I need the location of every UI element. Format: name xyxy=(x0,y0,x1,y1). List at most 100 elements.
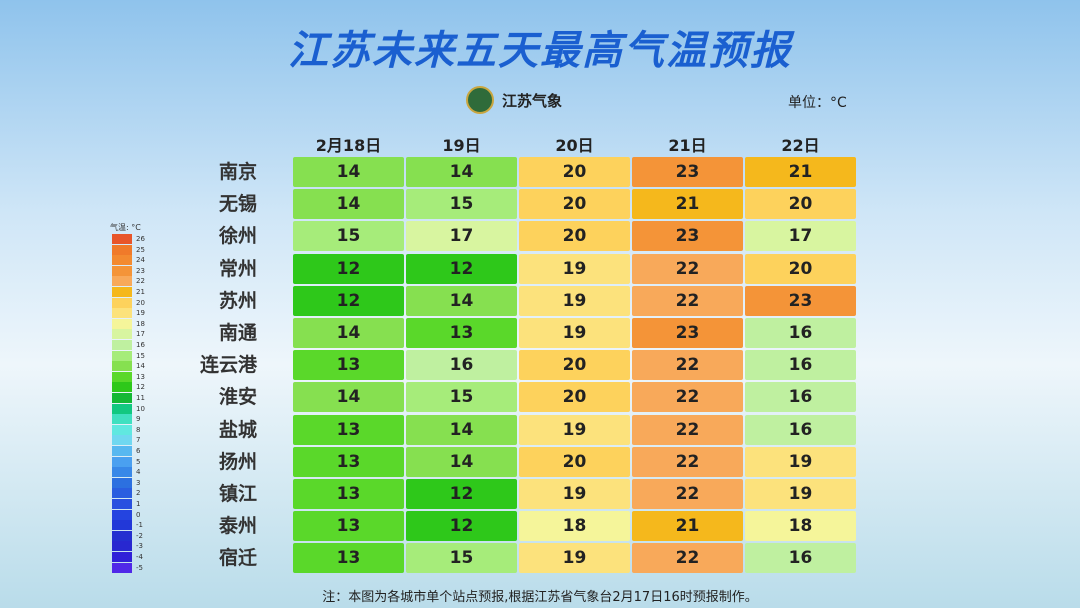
column-header: 22日 xyxy=(781,136,820,155)
temp-cell: 14 xyxy=(293,382,404,413)
temp-cell: 22 xyxy=(632,414,743,445)
legend-label: -1 xyxy=(136,521,143,530)
temp-cell: 19 xyxy=(519,318,630,348)
temp-cell: 15 xyxy=(293,221,404,252)
city-label: 镇江 xyxy=(218,483,257,505)
temp-cell: 18 xyxy=(519,511,630,542)
temp-cell: 20 xyxy=(745,189,856,220)
legend-swatch xyxy=(112,403,132,414)
temp-cell: 16 xyxy=(745,350,856,381)
temp-cell: 17 xyxy=(406,221,517,252)
column-header: 2月18日 xyxy=(315,136,382,155)
legend-swatch xyxy=(112,340,132,350)
temp-cell: 20 xyxy=(519,382,630,413)
legend-swatch xyxy=(112,350,132,361)
legend-label: 24 xyxy=(136,256,145,265)
temp-cell: 20 xyxy=(519,189,630,220)
temp-cell: 19 xyxy=(519,285,630,316)
city-label: 淮安 xyxy=(218,386,257,409)
unit: 单位：°C xyxy=(788,95,847,111)
temp-cell: 12 xyxy=(406,511,517,542)
city-label: 连云港 xyxy=(199,354,257,377)
legend-label: 12 xyxy=(136,383,145,392)
temp-cell: 13 xyxy=(293,414,404,445)
city-label: 泰州 xyxy=(218,515,257,538)
legend-label: 19 xyxy=(136,309,145,318)
legend-label: 16 xyxy=(136,341,145,349)
legend-swatch xyxy=(112,499,132,509)
temp-cell: 15 xyxy=(406,382,517,413)
temp-cell: 20 xyxy=(519,221,630,252)
temp-cell: 13 xyxy=(293,543,404,574)
legend-swatch xyxy=(112,456,132,467)
legend-label: 9 xyxy=(136,415,141,424)
legend-swatch xyxy=(112,276,132,287)
temp-cell: 16 xyxy=(406,350,517,381)
legend-swatch xyxy=(112,446,132,456)
temp-cell: 22 xyxy=(632,253,743,284)
temp-cell: 21 xyxy=(745,157,856,187)
temp-cell: 20 xyxy=(745,253,856,284)
temp-cell: 23 xyxy=(632,221,743,252)
temp-cell: 14 xyxy=(406,157,517,187)
temp-cell: 15 xyxy=(406,189,517,220)
temp-cell: 13 xyxy=(293,511,404,542)
legend-label: 11 xyxy=(136,394,145,402)
city-label: 扬州 xyxy=(218,450,257,473)
city-label: 无锡 xyxy=(218,193,257,216)
legend-swatch xyxy=(112,361,132,372)
legend-label: 3 xyxy=(136,478,141,487)
temp-cell: 23 xyxy=(745,285,856,316)
temp-cell: 23 xyxy=(632,318,743,348)
legend-swatch xyxy=(112,265,132,276)
temp-cell: 14 xyxy=(406,446,517,477)
temp-cell: 18 xyxy=(745,511,856,542)
city-label: 宿迁 xyxy=(218,547,257,570)
temp-cell: 19 xyxy=(745,479,856,509)
city-label: 南京 xyxy=(218,161,257,183)
legend-swatch xyxy=(112,509,132,520)
temp-cell: 15 xyxy=(406,543,517,574)
temp-cell: 22 xyxy=(632,350,743,381)
temp-cell: 23 xyxy=(632,157,743,187)
legend-label: 22 xyxy=(136,277,145,286)
legend-label: -3 xyxy=(136,542,143,551)
legend-label: 23 xyxy=(136,266,145,275)
temp-cell: 16 xyxy=(745,318,856,348)
legend-swatch xyxy=(112,371,132,382)
legend-label: 6 xyxy=(136,447,141,455)
legend-label: 15 xyxy=(136,351,145,360)
column-header: 20日 xyxy=(555,136,594,155)
logo xyxy=(466,86,494,114)
logo-text: 江苏气象 xyxy=(502,92,563,110)
temp-cell: 13 xyxy=(293,446,404,477)
temp-cell: 22 xyxy=(632,446,743,477)
temp-cell: 14 xyxy=(406,414,517,445)
legend-swatch xyxy=(112,329,132,340)
city-label: 苏州 xyxy=(218,289,257,312)
temp-cell: 13 xyxy=(406,318,517,348)
legend-swatch xyxy=(112,382,132,393)
legend-label: 18 xyxy=(136,319,145,328)
legend-swatch xyxy=(112,308,132,319)
temp-cell: 12 xyxy=(406,479,517,509)
temp-cell: 19 xyxy=(745,446,856,477)
temp-cell: 19 xyxy=(519,253,630,284)
legend-swatch xyxy=(112,287,132,297)
temp-cell: 12 xyxy=(293,285,404,316)
legend-swatch xyxy=(112,424,132,435)
legend-label: 13 xyxy=(136,372,145,381)
temp-cell: 14 xyxy=(293,318,404,348)
legend-label: 5 xyxy=(136,457,141,466)
legend-swatch xyxy=(112,520,132,531)
temp-cell: 19 xyxy=(519,414,630,445)
temp-cell: 16 xyxy=(745,414,856,445)
city-label: 盐城 xyxy=(218,418,257,441)
legend-swatch xyxy=(112,393,132,403)
legend-label: -2 xyxy=(136,531,143,540)
legend-swatch xyxy=(112,530,132,541)
temp-cell: 14 xyxy=(293,157,404,187)
temp-cell: 21 xyxy=(632,189,743,220)
legend-label: 0 xyxy=(136,510,141,519)
